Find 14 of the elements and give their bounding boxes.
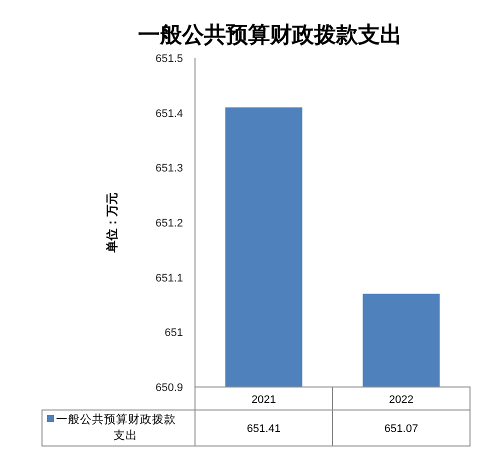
y-tick-label: 651.1	[155, 272, 183, 284]
y-tick-label: 651.5	[155, 53, 183, 65]
chart-title: 一般公共预算财政拨款支出	[138, 22, 402, 48]
x-tick-label: 2022	[389, 394, 414, 406]
data-label: 651.41	[246, 423, 281, 435]
y-tick-label: 651.3	[155, 162, 183, 175]
y-tick-label: 650.9	[155, 382, 183, 394]
y-tick-label: 651.4	[155, 108, 183, 120]
y-tick-label: 651.2	[155, 218, 183, 230]
legend-label: 一般公共预算财政拨款支出	[56, 413, 176, 442]
data-label: 651.07	[384, 423, 418, 435]
y-axis-title: 单位：万元	[105, 192, 119, 254]
y-tick-label: 651	[164, 327, 183, 340]
x-tick-label: 2021	[252, 394, 276, 406]
